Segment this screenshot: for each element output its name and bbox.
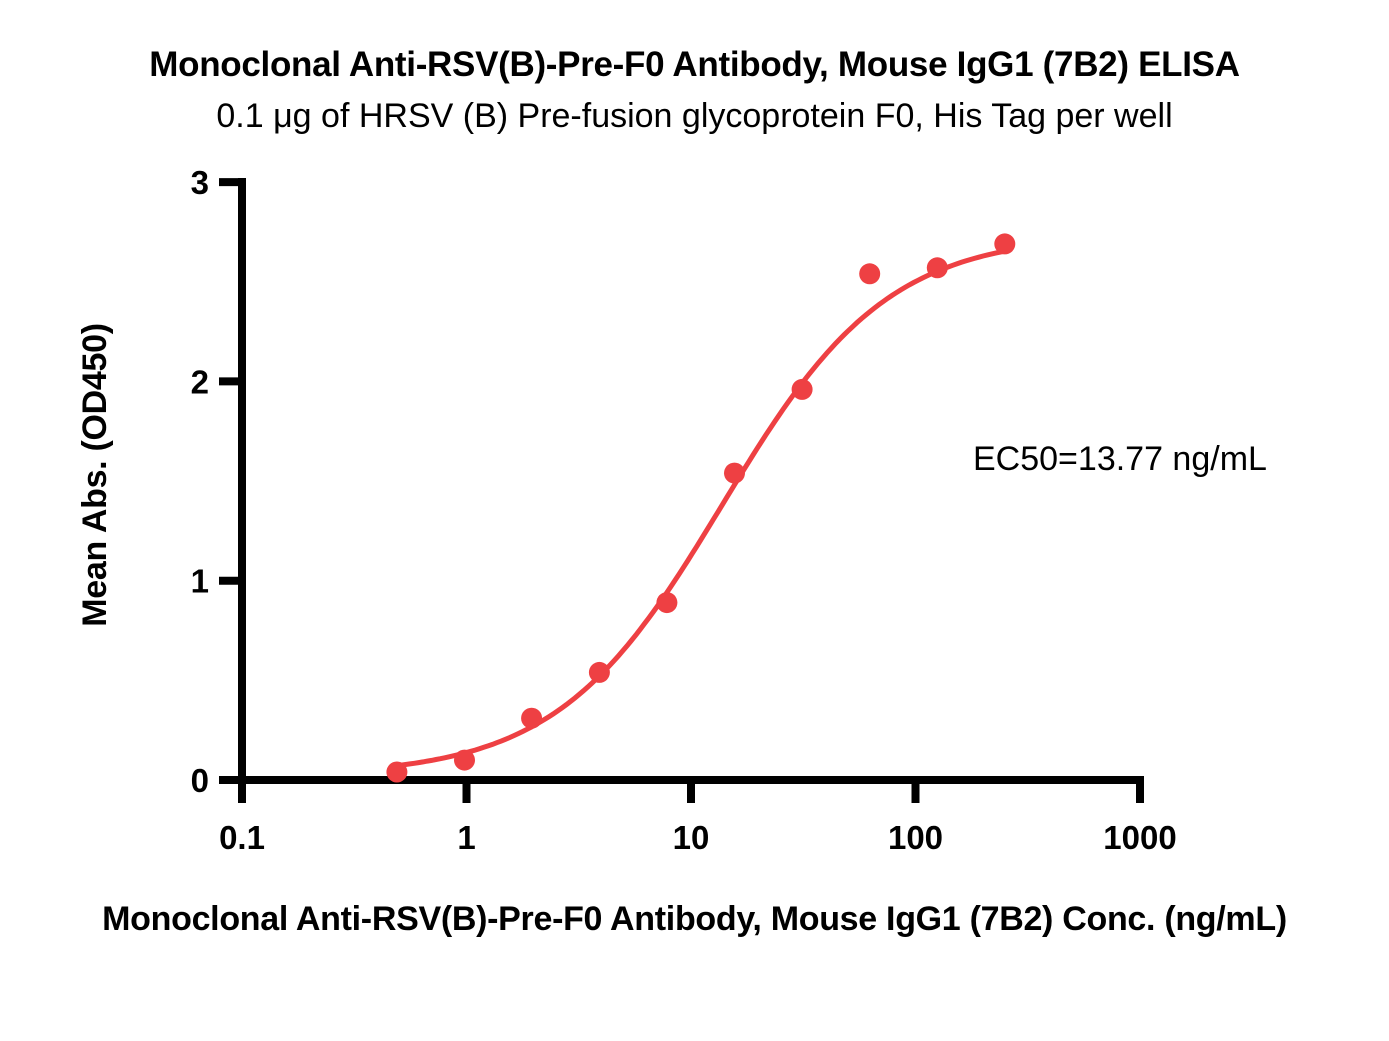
data-point bbox=[656, 592, 678, 614]
y-tick-label: 2 bbox=[191, 363, 209, 400]
chart-subtitle: 0.1 μg of HRSV (B) Pre-fusion glycoprote… bbox=[216, 97, 1173, 135]
x-tick-label: 1000 bbox=[1103, 819, 1176, 856]
x-tick-label: 0.1 bbox=[219, 819, 265, 856]
y-tick-label: 3 bbox=[191, 164, 209, 201]
y-tick-label: 0 bbox=[191, 762, 209, 799]
data-point bbox=[521, 707, 543, 729]
y-axis-title: Mean Abs. (OD450) bbox=[76, 323, 114, 627]
x-tick-label: 10 bbox=[673, 819, 710, 856]
chart-title: Monoclonal Anti-RSV(B)-Pre-F0 Antibody, … bbox=[149, 45, 1240, 84]
data-point bbox=[588, 661, 610, 683]
ec50-annotation: EC50=13.77 ng/mL bbox=[973, 440, 1267, 478]
data-point bbox=[791, 378, 813, 400]
fit-curve bbox=[394, 248, 1008, 769]
data-point bbox=[994, 233, 1016, 255]
data-point bbox=[926, 257, 948, 279]
data-point bbox=[724, 462, 745, 484]
data-point bbox=[386, 761, 408, 783]
x-tick-label: 100 bbox=[888, 819, 943, 856]
data-point bbox=[859, 263, 881, 285]
data-point bbox=[454, 749, 475, 771]
x-axis-title: Monoclonal Anti-RSV(B)-Pre-F0 Antibody, … bbox=[102, 900, 1287, 938]
x-tick-label: 1 bbox=[457, 819, 475, 856]
y-tick-label: 1 bbox=[191, 563, 209, 600]
